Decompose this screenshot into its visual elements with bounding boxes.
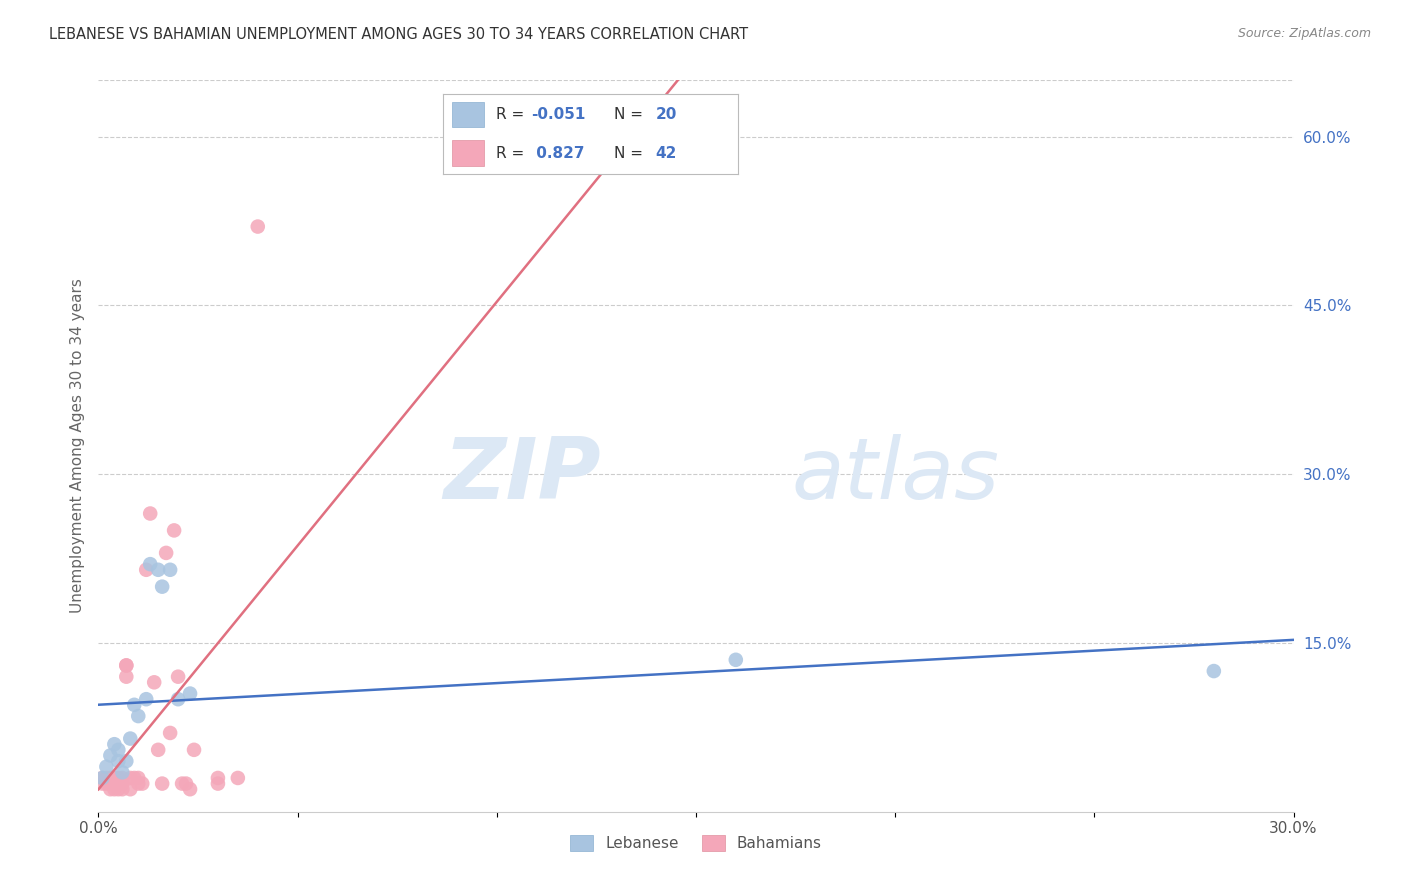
Point bbox=[115, 754, 138, 768]
Point bbox=[91, 776, 114, 790]
Text: ZIP: ZIP bbox=[443, 434, 600, 516]
Text: atlas: atlas bbox=[792, 434, 1000, 516]
Point bbox=[150, 580, 173, 594]
Point bbox=[143, 675, 166, 690]
Legend: Lebanese, Bahamians: Lebanese, Bahamians bbox=[562, 828, 830, 859]
Point bbox=[159, 563, 181, 577]
Point bbox=[127, 709, 149, 723]
Point bbox=[103, 776, 125, 790]
Point bbox=[107, 776, 129, 790]
Point bbox=[120, 771, 142, 785]
Point bbox=[150, 776, 173, 790]
Point bbox=[91, 771, 114, 785]
Point bbox=[96, 760, 118, 774]
Point bbox=[111, 771, 134, 785]
Point bbox=[207, 771, 229, 785]
Point bbox=[226, 771, 249, 785]
Point bbox=[98, 748, 122, 763]
Point bbox=[96, 776, 118, 790]
Point bbox=[179, 687, 201, 701]
Point bbox=[115, 658, 138, 673]
Point bbox=[172, 776, 194, 790]
Point bbox=[179, 782, 201, 797]
Point bbox=[139, 557, 162, 571]
Point bbox=[159, 726, 181, 740]
Point bbox=[724, 653, 747, 667]
Text: 42: 42 bbox=[655, 145, 676, 161]
Text: N =: N = bbox=[614, 145, 643, 161]
Text: LEBANESE VS BAHAMIAN UNEMPLOYMENT AMONG AGES 30 TO 34 YEARS CORRELATION CHART: LEBANESE VS BAHAMIAN UNEMPLOYMENT AMONG … bbox=[49, 27, 748, 42]
Point bbox=[107, 771, 129, 785]
Point bbox=[167, 692, 190, 706]
Text: R =: R = bbox=[496, 107, 524, 122]
Text: R =: R = bbox=[496, 145, 524, 161]
Point bbox=[96, 771, 118, 785]
Point bbox=[135, 692, 157, 706]
Point bbox=[207, 776, 229, 790]
Point bbox=[107, 754, 129, 768]
Point bbox=[111, 776, 134, 790]
Point bbox=[246, 219, 269, 234]
Point bbox=[111, 765, 134, 780]
Bar bbox=[451, 102, 484, 128]
Point bbox=[103, 782, 125, 797]
Text: -0.051: -0.051 bbox=[531, 107, 586, 122]
Bar bbox=[451, 140, 484, 166]
Point bbox=[103, 737, 125, 751]
Point bbox=[124, 698, 146, 712]
Point bbox=[98, 771, 122, 785]
Point bbox=[127, 776, 149, 790]
Point bbox=[148, 743, 170, 757]
Y-axis label: Unemployment Among Ages 30 to 34 years: Unemployment Among Ages 30 to 34 years bbox=[69, 278, 84, 614]
Point bbox=[167, 670, 190, 684]
Point bbox=[98, 782, 122, 797]
Point bbox=[148, 563, 170, 577]
Point bbox=[131, 776, 153, 790]
Point bbox=[115, 658, 138, 673]
Point bbox=[163, 524, 186, 538]
Point bbox=[103, 771, 125, 785]
Point bbox=[155, 546, 177, 560]
Point bbox=[91, 771, 114, 785]
Point bbox=[107, 743, 129, 757]
Point bbox=[174, 776, 197, 790]
Text: N =: N = bbox=[614, 107, 643, 122]
Point bbox=[183, 743, 205, 757]
Point bbox=[98, 776, 122, 790]
Text: 0.827: 0.827 bbox=[531, 145, 585, 161]
Point bbox=[107, 782, 129, 797]
Point bbox=[124, 771, 146, 785]
Point bbox=[120, 782, 142, 797]
Point bbox=[120, 731, 142, 746]
Point bbox=[127, 771, 149, 785]
Text: Source: ZipAtlas.com: Source: ZipAtlas.com bbox=[1237, 27, 1371, 40]
Point bbox=[139, 507, 162, 521]
Point bbox=[111, 782, 134, 797]
Point bbox=[115, 670, 138, 684]
Point bbox=[1202, 664, 1225, 678]
Text: 20: 20 bbox=[655, 107, 676, 122]
Point bbox=[135, 563, 157, 577]
